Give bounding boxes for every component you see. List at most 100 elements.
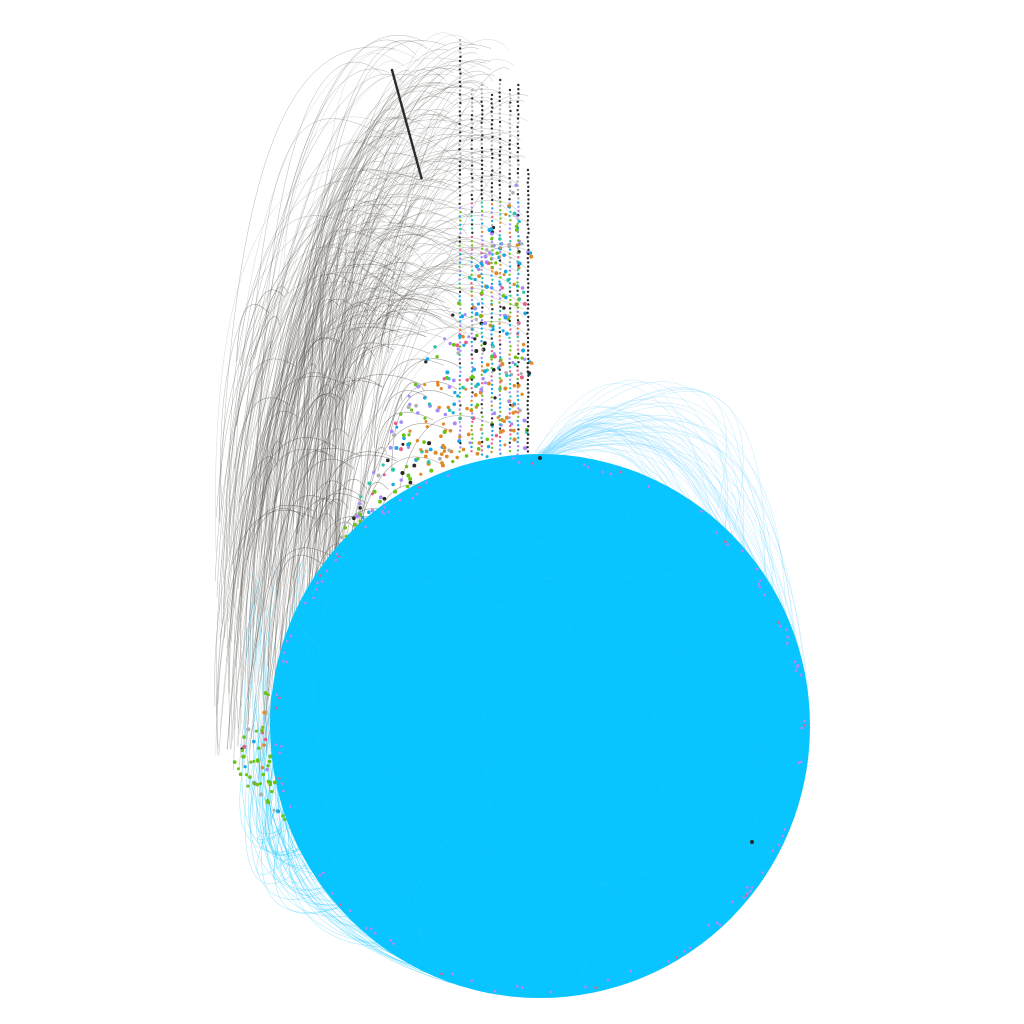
graph-node [498,171,502,174]
graph-node [470,315,473,318]
graph-node [348,909,352,913]
graph-node [481,415,484,418]
graph-node [458,80,462,84]
graph-node [508,244,512,247]
graph-node [458,345,462,348]
graph-node [428,447,433,452]
graph-node [471,130,474,134]
graph-node [459,127,462,130]
graph-node [508,307,512,310]
graph-node [586,466,590,469]
graph-node [498,162,502,166]
graph-edge [249,696,290,840]
graph-node [471,189,474,192]
graph-node [458,139,462,142]
graph-edge [260,448,336,506]
graph-node [470,118,473,121]
graph-node [480,373,483,376]
graph-node [471,219,474,222]
graph-node [406,404,411,410]
graph-node [470,353,473,356]
graph-node [491,236,494,239]
graph-node [325,569,329,573]
graph-node [471,109,474,113]
graph-edge [328,302,377,361]
graph-node [499,209,502,212]
graph-node [490,110,493,114]
graph-node [486,381,491,386]
graph-node [480,251,483,255]
graph-node [439,387,443,391]
graph-node [455,455,459,460]
graph-node [335,552,339,556]
graph-node [498,242,502,245]
graph-node [480,121,483,125]
graph-node [527,328,530,331]
graph-node [448,428,453,433]
graph-node [453,390,457,395]
graph-node [501,294,506,298]
graph-edge [745,606,783,903]
graph-node [757,582,760,586]
graph-edge [340,377,383,426]
graph-node [785,628,788,631]
graph-node [248,775,252,779]
graph-node [278,751,282,755]
graph-node [465,378,469,382]
graph-node [480,222,484,225]
graph-node [527,391,530,394]
graph-node [526,446,529,449]
graph-node [522,302,527,306]
graph-edge [384,358,461,412]
graph-node [451,972,454,976]
graph-node [481,306,484,309]
graph-node [490,177,494,181]
graph-node [433,450,438,455]
graph-node [481,247,484,250]
graph-node [480,159,484,162]
graph-node [459,404,462,407]
graph-edge [356,556,752,927]
graph-node [629,969,633,973]
graph-edge [538,427,794,633]
graph-node [715,531,718,534]
graph-node [470,387,473,390]
graph-node [527,173,530,176]
graph-node [459,307,462,310]
graph-node [526,290,530,293]
graph-node [370,508,375,513]
graph-node [490,312,493,315]
graph-node [516,184,519,187]
graph-node [416,457,420,461]
graph-node [481,377,484,381]
graph-node [382,473,386,477]
graph-node [516,251,519,255]
graph-node [480,83,484,87]
graph-node [498,272,502,275]
graph-node [516,239,520,242]
graph-node [470,240,473,243]
graph-node [282,651,286,654]
graph-node [458,177,461,180]
graph-node [755,567,759,571]
graph-node [517,285,520,288]
graph-node [480,230,484,234]
graph-node [516,310,519,313]
graph-node [459,303,462,306]
graph-node [527,315,530,319]
graph-node [411,496,415,500]
graph-node [288,805,292,808]
graph-node [458,429,462,432]
graph-node [491,169,494,172]
graph-node [647,485,651,488]
graph-node [361,516,365,520]
graph-node [261,772,266,777]
graph-node [503,269,508,274]
graph-node [498,368,502,371]
graph-node [707,924,711,927]
graph-node [458,387,462,390]
graph-node [458,433,461,436]
graph-edge [335,150,488,597]
graph-node [480,361,484,364]
graph-node [498,293,501,296]
